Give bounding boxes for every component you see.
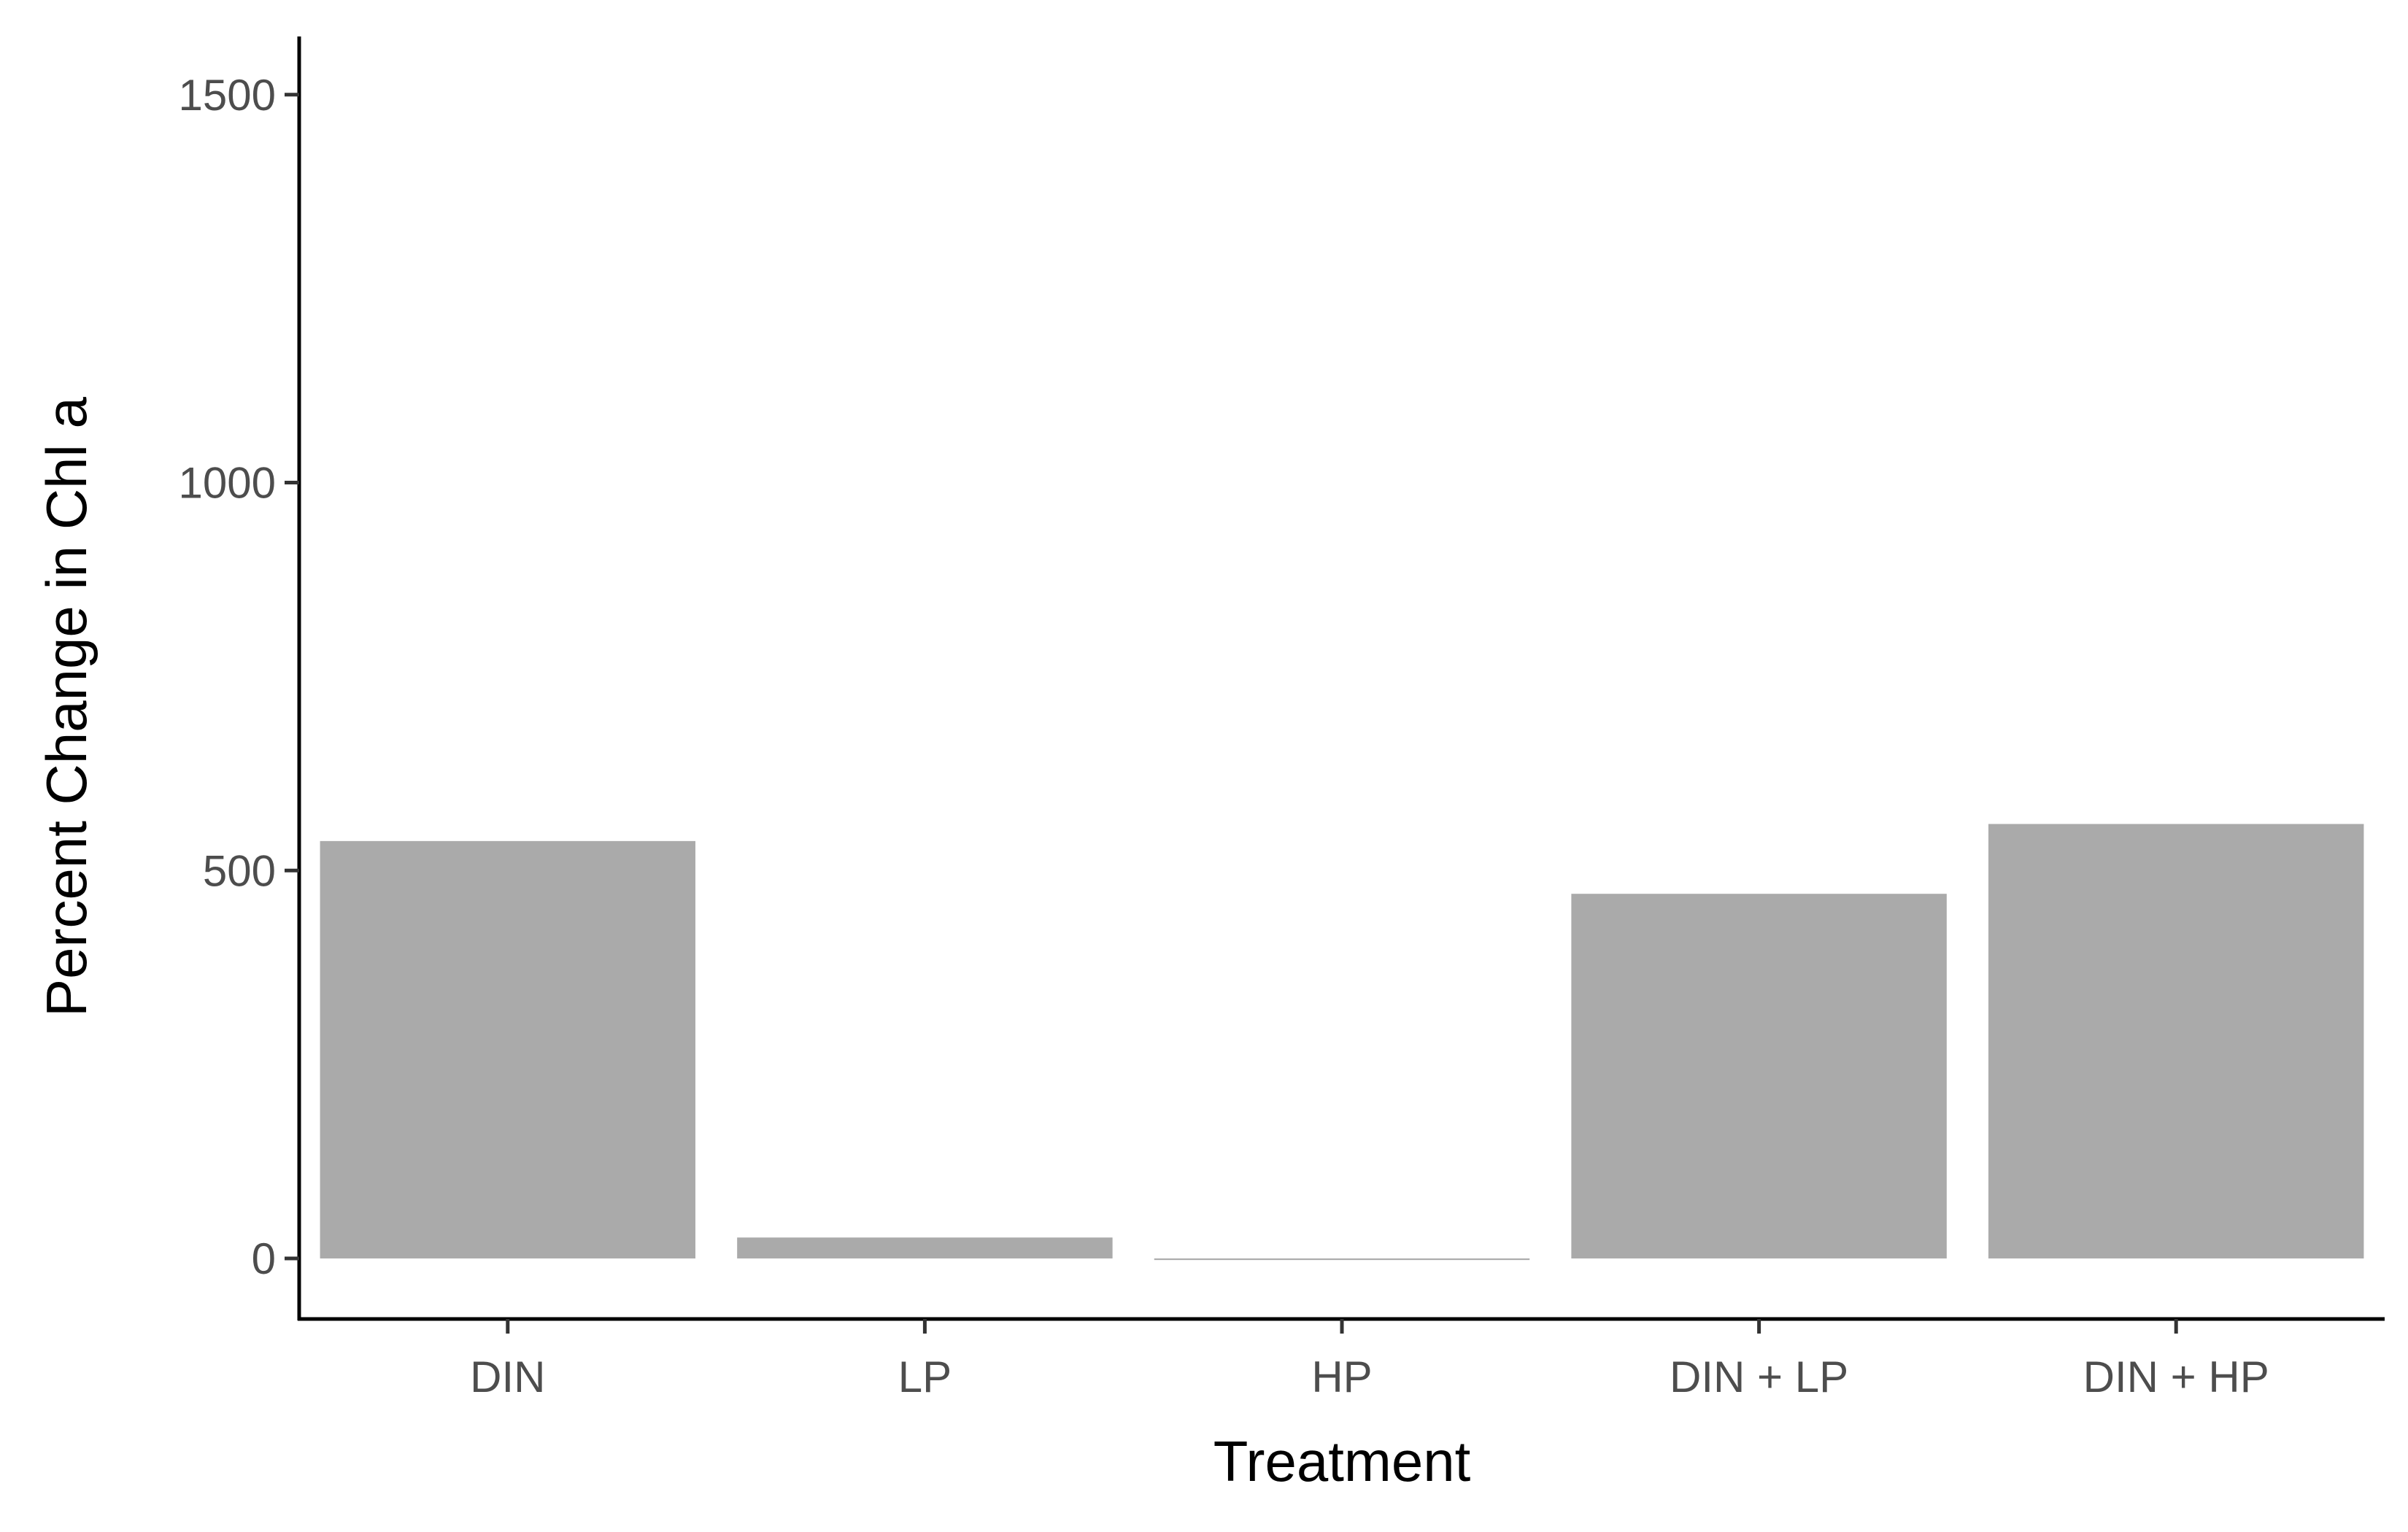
x-tick-label: HP [1311, 1353, 1372, 1401]
bar-din [320, 840, 696, 1259]
bars-layer [320, 824, 2364, 1261]
y-tick-label: 0 [252, 1234, 276, 1283]
bar-din-lp [1571, 894, 1947, 1259]
y-tick-label: 1500 [179, 71, 276, 120]
bar-din-hp [1988, 824, 2364, 1259]
ticks-layer: 0 500 1000 1500 DIN LP HP DIN + LP DIN + HP [179, 71, 2269, 1401]
x-tick-label: DIN + LP [1670, 1353, 1848, 1401]
y-tick-label: 1000 [179, 459, 276, 508]
x-tick-label: LP [898, 1353, 952, 1401]
y-tick-label: 500 [203, 846, 276, 895]
x-axis-title: Treatment [1213, 1429, 1471, 1493]
bar-lp [737, 1237, 1113, 1259]
x-tick-label: DIN + HP [2083, 1353, 2269, 1401]
bar-hp [1154, 1258, 1530, 1261]
y-axis-title: Percent Change in Chl a [34, 396, 99, 1016]
x-tick-label: DIN [470, 1353, 545, 1401]
